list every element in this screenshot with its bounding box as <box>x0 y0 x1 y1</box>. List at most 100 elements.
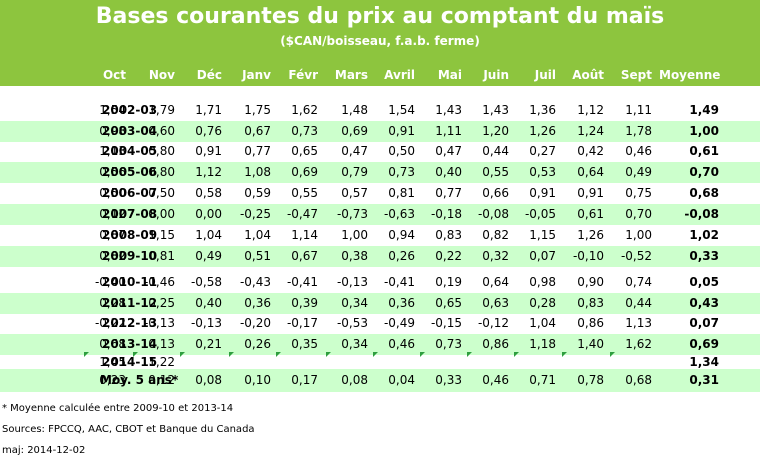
table-cell: 1,75 <box>244 103 271 117</box>
table-cell: -0,05 <box>524 207 556 221</box>
table-cell: 0,22 <box>435 249 462 263</box>
table-cell: 0,36 <box>244 296 271 310</box>
table-cell: 0,49 <box>625 165 652 179</box>
table-cell: 1,79 <box>148 103 175 117</box>
table-cell: 1,13 <box>99 144 126 158</box>
row-label: 2003-04 <box>102 124 158 138</box>
column-header: Janv <box>242 68 271 82</box>
table-cell: 0,86 <box>482 337 509 351</box>
table-cell: 1,62 <box>625 337 652 351</box>
row-label: 2004-05 <box>102 144 158 158</box>
average-cell: 1,34 <box>689 355 719 369</box>
table-cell: 1,13 <box>625 316 652 330</box>
row-label: 2014-15 <box>102 355 158 369</box>
table-row: 2005-06 0,56 0,80 1,12 1,08 0,69 0,79 0,73 0,40 0… <box>0 162 760 183</box>
table-cell: 0,34 <box>341 296 368 310</box>
table-cell: -0,08 <box>477 207 509 221</box>
cell-indicator-icon <box>276 352 281 357</box>
table-cell: 1,04 <box>244 228 271 242</box>
table-cell: -0,18 <box>430 207 462 221</box>
table-cell: 0,68 <box>99 337 126 351</box>
row-label: 2012-13 <box>102 316 158 330</box>
column-header: Juin <box>483 68 509 82</box>
table-cell: -0,40 <box>94 275 126 289</box>
cell-indicator-icon <box>84 352 89 357</box>
table-cell: 0,10 <box>244 373 271 387</box>
table-cell: 0,28 <box>99 296 126 310</box>
table-cell: 0,23 <box>99 373 126 387</box>
cell-indicator-icon <box>133 352 138 357</box>
table-cell: 0,79 <box>341 165 368 179</box>
table-cell: 0,08 <box>195 373 222 387</box>
row-label: 2011-12 <box>102 296 158 310</box>
table-cell: -0,53 <box>336 316 368 330</box>
table-cell: 1,11 <box>625 103 652 117</box>
table-cell: -0,15 <box>430 316 462 330</box>
table-cell: 1,12 <box>195 165 222 179</box>
table-cell: 0,49 <box>195 249 222 263</box>
table-cell: 0,35 <box>291 337 318 351</box>
table-cell: 0,28 <box>529 296 556 310</box>
table-cell: 0,69 <box>341 124 368 138</box>
row-label: 2010-11 <box>102 275 158 289</box>
table-cell: 0,04 <box>388 373 415 387</box>
table-cell: 0,77 <box>244 144 271 158</box>
table-cell: 0,51 <box>244 249 271 263</box>
update-date: maj: 2014-12-02 <box>2 445 86 456</box>
table-cell: 0,81 <box>148 249 175 263</box>
cell-indicator-icon <box>610 352 615 357</box>
average-cell: 0,05 <box>689 275 719 289</box>
table-cell: 0,38 <box>341 249 368 263</box>
table-header-band: Bases courantes du prix au comptant du m… <box>0 0 760 86</box>
row-label: 2013-14 <box>102 337 158 351</box>
table-cell: 0,91 <box>577 186 604 200</box>
table-cell: 0,13 <box>148 337 175 351</box>
table-cell: 0,46 <box>482 373 509 387</box>
table-cell: 1,71 <box>195 103 222 117</box>
cell-indicator-icon <box>562 352 567 357</box>
table-cell: 0,60 <box>148 124 175 138</box>
table-cell: 0,67 <box>291 249 318 263</box>
table-cell: 0,53 <box>529 165 556 179</box>
average-cell: 0,07 <box>689 316 719 330</box>
cell-indicator-icon <box>467 352 472 357</box>
table-cell: 1,54 <box>388 103 415 117</box>
table-cell: 0,83 <box>435 228 462 242</box>
average-cell: 0,33 <box>689 249 719 263</box>
table-cell: 0,63 <box>482 296 509 310</box>
row-label: 2005-06 <box>102 165 158 179</box>
table-cell: 0,08 <box>341 373 368 387</box>
table-cell: -0,25 <box>239 207 271 221</box>
average-cell: 0,61 <box>689 144 719 158</box>
table-cell: 1,26 <box>529 124 556 138</box>
table-cell: 0,91 <box>195 144 222 158</box>
table-cell: 1,36 <box>529 103 556 117</box>
table-cell: 0,70 <box>625 207 652 221</box>
table-cell: -0,52 <box>620 249 652 263</box>
table-cell: 0,61 <box>577 207 604 221</box>
table-cell: 0,75 <box>625 186 652 200</box>
table-cell: 0,33 <box>435 373 462 387</box>
cell-indicator-icon <box>514 352 519 357</box>
table-cell: 0,07 <box>529 249 556 263</box>
table-cell: 0,98 <box>99 124 126 138</box>
table-cell: 0,67 <box>244 124 271 138</box>
table-cell: 0,55 <box>291 186 318 200</box>
table-cell: 0,73 <box>388 165 415 179</box>
table-row: 2006-07 0,50 0,50 0,58 0,59 0,55 0,57 0,81 0,77 0… <box>0 183 760 204</box>
table-cell: 1,04 <box>529 316 556 330</box>
table-cell: 0,90 <box>577 275 604 289</box>
table-cell: 0,57 <box>341 186 368 200</box>
table-cell: 0,26 <box>244 337 271 351</box>
table-cell: 0,65 <box>291 144 318 158</box>
table-cell: -0,10 <box>572 249 604 263</box>
table-cell: -0,13 <box>190 316 222 330</box>
table-cell: 1,08 <box>244 165 271 179</box>
table-cell: 1,48 <box>341 103 368 117</box>
table-cell: 0,46 <box>388 337 415 351</box>
column-headers: Oct Nov Déc Janv Févr Mars Avril Mai Juin Juil Aoû… <box>0 66 760 84</box>
table-cell: 1,40 <box>577 337 604 351</box>
table-cell: 0,64 <box>577 165 604 179</box>
table-cell: -0,43 <box>239 275 271 289</box>
table-cell: 1,00 <box>625 228 652 242</box>
